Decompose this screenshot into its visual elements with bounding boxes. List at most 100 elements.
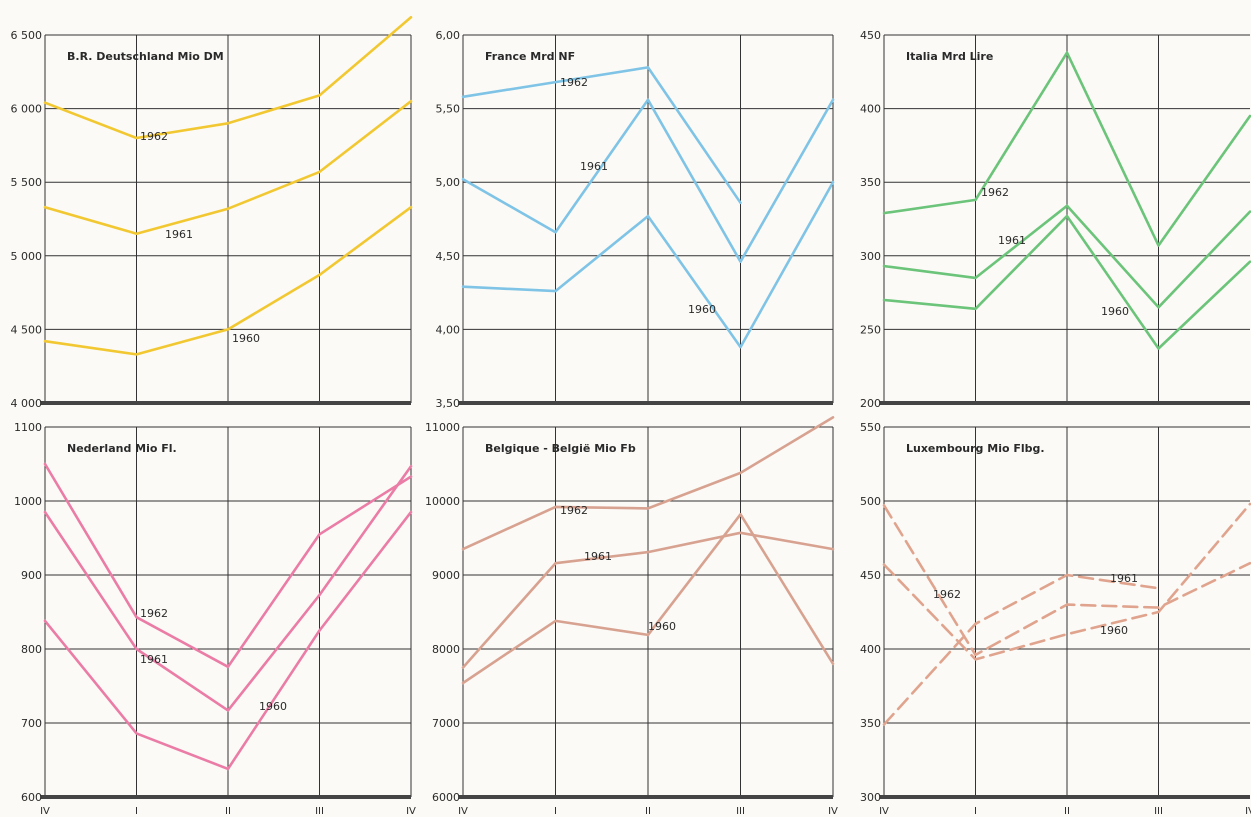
chart-panel-6: 300350400450500550IVIIIIIIIVLuxembourg M… [860, 421, 1251, 817]
series-label-1960: 1960 [1101, 305, 1129, 318]
x-tick-label: I [974, 806, 977, 817]
x-tick-label: IV [1245, 806, 1251, 817]
chart-title: Italia Mrd Lire [906, 50, 993, 63]
series-line-1962 [43, 462, 413, 669]
series-line-1962 [461, 416, 835, 551]
y-tick-label: 4,50 [436, 250, 461, 263]
y-tick-label: 4 000 [11, 397, 43, 410]
x-tick-label: II [1064, 806, 1070, 817]
y-tick-label: 900 [21, 569, 42, 582]
y-tick-label: 6 500 [11, 29, 43, 42]
series-line-1961 [882, 573, 1160, 726]
chart-panel-1: 4 000 4 500 5 000 5 500 6 000 6 500 B.R. Deuts… [11, 15, 413, 410]
y-tick-label: 5,00 [436, 176, 461, 189]
series-line-1962 [43, 15, 413, 140]
series-label-1960: 1960 [648, 620, 676, 633]
y-tick-label: 4 500 [11, 323, 43, 336]
y-tick-label: 450 [860, 569, 881, 582]
series-line-1962 [882, 51, 1251, 247]
y-tick-label: 350 [860, 717, 881, 730]
x-tick-label: IV [828, 806, 838, 817]
y-tick-label: 1000 [14, 495, 42, 508]
series-label-1960: 1960 [1100, 624, 1128, 637]
series-label-1960: 1960 [688, 303, 716, 316]
chart-title: B.R. Deutschland Mio DM [67, 50, 224, 63]
chart-title: Nederland Mio Fl. [67, 442, 177, 455]
y-tick-label: 11000 [425, 421, 460, 434]
y-tick-label: 6000 [432, 791, 460, 804]
x-tick-label: IV [879, 806, 889, 817]
x-tick-label: III [1154, 806, 1163, 817]
series-line-1960 [461, 180, 835, 349]
series-label-1961: 1961 [1110, 572, 1138, 585]
y-tick-label: 300 [860, 250, 881, 263]
series-label-1962: 1962 [560, 76, 588, 89]
series-line-1960 [43, 205, 413, 356]
series-line-1961 [461, 98, 835, 264]
chart-title: Luxembourg Mio Flbg. [906, 442, 1045, 455]
y-tick-label: 1100 [14, 421, 42, 434]
series-label-1962: 1962 [140, 607, 168, 620]
series-line-1962 [882, 502, 1251, 661]
x-tick-label: IV [406, 806, 416, 817]
series-label-1961: 1961 [165, 228, 193, 241]
x-tick-label: III [736, 806, 745, 817]
y-tick-label: 6,00 [436, 29, 461, 42]
chart-panel-2: 3,50 4,00 4,50 5,00 5,50 6,00 France Mrd NF 196… [436, 29, 835, 410]
x-tick-label: IV [458, 806, 468, 817]
y-tick-label: 400 [860, 103, 881, 116]
series-line-1961 [43, 464, 413, 712]
series-line-1960 [882, 504, 1251, 657]
series-label-1961: 1961 [140, 653, 168, 666]
series-label-1960: 1960 [232, 332, 260, 345]
y-tick-label: 800 [21, 643, 42, 656]
series-line-1962 [461, 66, 742, 205]
series-line-1960 [43, 510, 413, 771]
series-line-1961 [43, 99, 413, 235]
series-label-1962: 1962 [560, 504, 588, 517]
series-label-1961: 1961 [998, 234, 1026, 247]
y-tick-label: 9000 [432, 569, 460, 582]
x-tick-label: II [645, 806, 651, 817]
series-line-1961 [461, 531, 835, 669]
x-tick-label: II [225, 806, 231, 817]
y-tick-label: 7000 [432, 717, 460, 730]
y-tick-label: 8000 [432, 643, 460, 656]
y-tick-label: 450 [860, 29, 881, 42]
x-tick-label: III [315, 806, 324, 817]
series-label-1962: 1962 [981, 186, 1009, 199]
series-label-1961: 1961 [580, 160, 608, 173]
y-tick-label: 6 000 [11, 103, 43, 116]
y-tick-label: 400 [860, 643, 881, 656]
x-tick-label: I [554, 806, 557, 817]
series-label-1961: 1961 [584, 550, 612, 563]
series-label-1962: 1962 [933, 588, 961, 601]
y-tick-label: 4,00 [436, 323, 461, 336]
chart-title: France Mrd NF [485, 50, 575, 63]
y-tick-label: 3,50 [436, 397, 461, 410]
series-label-1962: 1962 [140, 130, 168, 143]
x-tick-label: I [135, 806, 138, 817]
chart-panel-3: 200 250 300 350 400 450 Italia Mrd Lire 1962 196… [860, 29, 1251, 410]
y-tick-label: 600 [21, 791, 42, 804]
y-tick-label: 5 500 [11, 176, 43, 189]
y-tick-label: 250 [860, 323, 881, 336]
series-label-1960: 1960 [259, 700, 287, 713]
x-tick-label: IV [40, 806, 50, 817]
series-line-1960 [882, 214, 1251, 350]
y-tick-label: 10000 [425, 495, 460, 508]
y-tick-label: 550 [860, 421, 881, 434]
chart-title: Belgique - België Mio Fb [485, 442, 636, 455]
series-line-1961 [882, 204, 1251, 309]
y-tick-label: 200 [860, 397, 881, 410]
y-tick-label: 300 [860, 791, 881, 804]
series-line-1960 [461, 512, 835, 685]
y-tick-label: 500 [860, 495, 881, 508]
y-tick-label: 350 [860, 176, 881, 189]
y-tick-label: 5,50 [436, 103, 461, 116]
y-tick-label: 5 000 [11, 250, 43, 263]
y-tick-label: 700 [21, 717, 42, 730]
